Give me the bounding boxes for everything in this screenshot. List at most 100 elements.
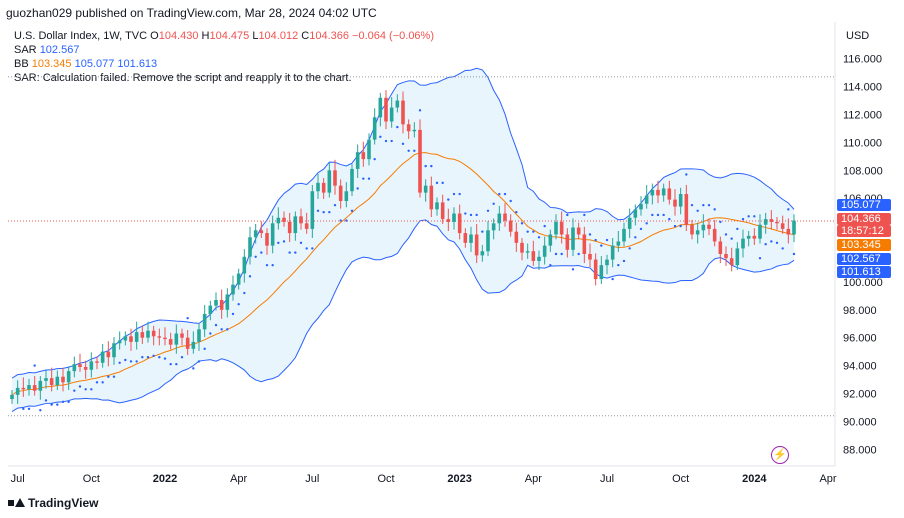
candle-body [163,337,167,340]
bb-middle-tag: 103.345 [837,239,891,251]
sar-dot [333,203,337,207]
candle-body [185,337,190,349]
candle-body [168,339,173,345]
candle-body [418,129,422,193]
ohlc-c: C104.366 [301,30,349,42]
sar-dot [118,361,121,364]
sar-dot [509,199,512,203]
candle-body [242,256,247,274]
sar-dot [628,247,631,250]
candle-body [299,216,303,224]
y-tick-label: 108.000 [843,165,883,177]
candle-body [435,202,439,210]
legend-bb-row[interactable]: BB 103.345 105.077 101.613 [14,57,434,71]
sar-dot [622,259,626,263]
candle-body [219,300,224,310]
candle-body [423,185,428,193]
lightning-icon[interactable]: ⚡ [771,446,789,464]
sar-dot [520,222,524,225]
candle-body [457,213,462,234]
currency-label[interactable]: USD [846,30,870,42]
candle-body [593,259,598,280]
candle-body [452,213,456,222]
candle-body [469,234,473,243]
sar-dot [237,303,240,306]
candle-body [633,209,638,218]
candle-body [463,233,468,243]
sar-dot [424,164,427,168]
sar-value: 102.567 [39,44,80,56]
sar-dot [27,407,31,411]
candle-body [729,258,734,266]
candle-body [480,251,485,256]
candle-body [588,254,592,260]
sar-dot [775,241,779,245]
candle-body [355,152,360,169]
candle-body [401,100,405,125]
sar-dot [288,251,291,254]
candle-body [446,219,451,222]
sar-dot [407,149,410,152]
bb-lower-tag: 101.613 [837,266,891,278]
candle-body [667,188,672,200]
sar-dot [271,263,274,267]
sar-dot [50,403,53,406]
sar-dot [464,212,467,215]
x-tick-label: Jul [305,473,319,485]
candle-body [49,378,54,386]
candle-body [554,221,558,235]
sar-dot [792,252,796,256]
sar-dot [492,202,495,205]
x-tick-label: 2022 [153,473,177,485]
sar-dot [554,252,558,256]
candle-body [248,237,252,257]
sar-dot [350,209,354,212]
candle-body [576,227,581,235]
countdown-tag: 18:57:12 [837,225,891,237]
candle-body [191,341,196,349]
sar-dot [617,263,620,267]
sar-dot [418,109,422,112]
sar-dot [741,217,745,221]
sar-dot [265,263,269,267]
sar-dot [345,219,348,222]
candle-body [338,185,343,201]
candle-body [525,251,530,253]
sar-dot [328,210,331,214]
legend-sar-row[interactable]: SAR 102.567 [14,43,434,57]
ohlc-l: L104.012 [252,30,299,42]
bb-name: BB [14,58,29,70]
sar-dot [764,243,767,246]
sar-dot [186,316,189,320]
sar-dot [379,135,382,139]
candle-body [304,223,309,229]
x-tick-label: Apr [230,473,247,485]
sar-dot [594,238,597,242]
sar-dot [169,362,172,366]
ohlc-o: O104.430 [150,30,199,42]
sar-dot [135,360,138,363]
sar-dot [90,388,93,391]
x-tick-label: Jul [600,473,614,485]
sar-dot [214,323,218,327]
sar-dot [129,360,133,363]
candle-body [695,230,700,235]
candle-body [78,364,82,367]
candle-body [644,195,649,204]
candle-body [429,185,434,210]
sar-dot [220,328,223,331]
candle-body [253,230,258,238]
candle-body [106,351,111,358]
y-tick-label: 90.000 [843,416,877,428]
sar-dot [158,356,161,359]
sar-dot [396,125,399,129]
footer-brand[interactable]: TradingView [8,496,98,510]
candle-body [72,364,77,372]
candle-body [786,228,791,235]
symbol-title[interactable]: U.S. Dollar Index, 1W, TVC [14,30,148,42]
sar-error-message: SAR: Calculation failed. Remove the scri… [14,72,352,84]
sar-dot [690,203,694,207]
sar-dot [696,209,699,212]
sar-dot [33,364,36,367]
